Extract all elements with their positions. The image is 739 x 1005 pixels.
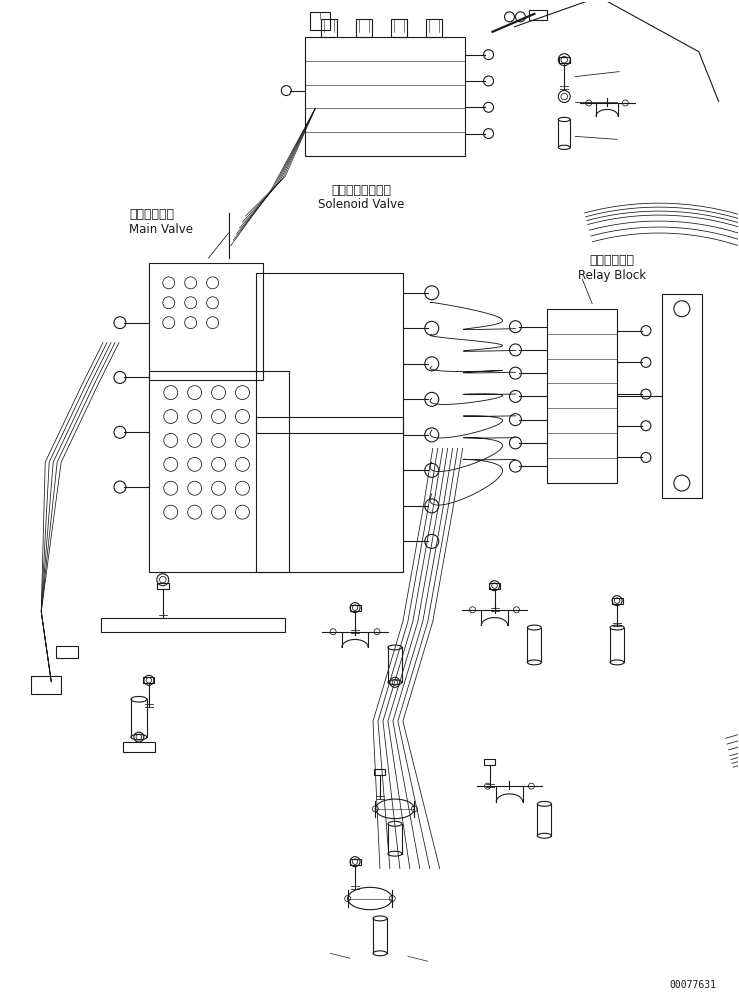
Text: Solenoid Valve: Solenoid Valve (318, 198, 404, 211)
Text: ソレノイドバルブ: ソレノイドバルブ (331, 184, 391, 197)
Bar (256, 273, 403, 433)
Bar (356, 19, 372, 37)
Bar (101, 617, 285, 631)
Bar (662, 293, 702, 498)
Bar (426, 19, 443, 37)
Bar (305, 37, 465, 157)
Bar (310, 12, 330, 30)
Bar (31, 676, 61, 694)
Bar (149, 263, 263, 380)
Bar (612, 598, 622, 604)
Bar (484, 759, 495, 765)
Text: Relay Block: Relay Block (578, 269, 646, 281)
Text: 00077631: 00077631 (670, 980, 717, 990)
Bar (548, 309, 617, 483)
Bar (559, 56, 570, 62)
Bar (256, 417, 403, 572)
Bar (157, 583, 168, 589)
Bar (350, 605, 361, 611)
Bar (529, 10, 548, 20)
Bar (375, 769, 386, 775)
Bar (56, 646, 78, 658)
Text: Main Valve: Main Valve (129, 223, 193, 236)
Bar (143, 677, 154, 683)
Text: メインバルブ: メインバルブ (129, 208, 174, 221)
Bar (392, 19, 407, 37)
Bar (123, 742, 154, 752)
Bar (489, 583, 500, 589)
Bar (149, 371, 288, 572)
Bar (321, 19, 337, 37)
Text: 中継ブロック: 中継ブロック (590, 254, 635, 267)
Bar (350, 858, 361, 864)
